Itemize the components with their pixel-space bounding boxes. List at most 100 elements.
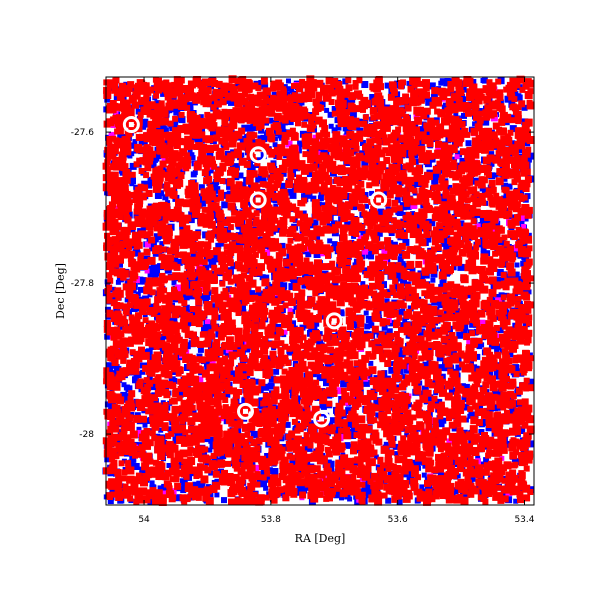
scatter-point xyxy=(514,201,521,208)
scatter-point xyxy=(463,333,471,341)
scatter-point xyxy=(333,484,341,492)
scatter-point xyxy=(362,81,368,87)
scatter-point xyxy=(126,466,135,475)
scatter-point xyxy=(300,213,308,222)
scatter-point xyxy=(343,431,352,440)
scatter-point xyxy=(102,183,111,192)
scatter-point xyxy=(158,427,164,433)
scatter-point xyxy=(511,179,518,186)
scatter-point xyxy=(147,176,153,182)
scatter-point xyxy=(347,323,354,330)
scatter-point xyxy=(491,141,499,149)
scatter-point xyxy=(526,378,534,386)
scatter-point xyxy=(104,96,111,103)
scatter-point xyxy=(205,319,210,325)
scatter-point xyxy=(472,121,478,127)
scatter-point xyxy=(320,403,327,410)
scatter-point xyxy=(472,487,480,495)
scatter-point xyxy=(375,412,382,419)
scatter-point xyxy=(189,306,196,312)
scatter-point xyxy=(498,99,504,105)
scatter-point xyxy=(136,426,142,432)
scatter-point xyxy=(201,324,208,332)
scatter-point xyxy=(276,103,284,111)
scatter-point xyxy=(272,142,278,148)
scatter-point xyxy=(144,268,150,274)
scatter-point xyxy=(481,187,489,195)
scatter-point xyxy=(431,177,439,185)
scatter-point xyxy=(185,321,191,327)
scatter-point xyxy=(289,349,296,356)
scatter-point xyxy=(523,494,531,502)
scatter-point xyxy=(315,235,321,241)
scatter-point xyxy=(132,139,138,145)
scatter-point xyxy=(236,327,243,334)
scatter-point xyxy=(307,156,315,164)
scatter-point xyxy=(385,377,392,384)
scatter-point xyxy=(213,187,220,194)
scatter-point xyxy=(213,196,220,203)
scatter-point xyxy=(403,222,410,229)
scatter-point xyxy=(134,250,141,257)
scatter-point xyxy=(301,91,308,98)
scatter-point xyxy=(505,313,511,319)
scatter-point xyxy=(142,495,151,504)
scatter-point xyxy=(512,400,520,408)
scatter-point xyxy=(482,331,490,340)
scatter-point xyxy=(331,127,338,134)
scatter-point xyxy=(474,353,481,360)
scatter-point xyxy=(296,395,302,401)
scatter-point xyxy=(143,132,149,139)
scatter-point xyxy=(329,417,336,424)
scatter-series-2 xyxy=(102,75,535,506)
scatter-point xyxy=(494,351,502,359)
scatter-point xyxy=(490,215,499,224)
scatter-point xyxy=(215,348,224,356)
scatter-point xyxy=(137,321,145,329)
scatter-point xyxy=(147,335,155,343)
scatter-point xyxy=(177,385,184,392)
scatter-point xyxy=(423,107,431,115)
scatter-point xyxy=(430,486,436,492)
scatter-point xyxy=(349,465,358,474)
scatter-point xyxy=(509,407,517,415)
scatter-point xyxy=(271,287,280,295)
scatter-point xyxy=(251,132,258,139)
scatter-point xyxy=(106,429,114,437)
scatter-point xyxy=(277,131,285,139)
scatter-point xyxy=(211,212,218,219)
scatter-point xyxy=(430,277,436,283)
scatter-point xyxy=(255,290,263,298)
scatter-point xyxy=(331,275,340,284)
scatter-point xyxy=(514,262,520,268)
scatter-point xyxy=(426,100,432,106)
scatter-point xyxy=(311,405,320,414)
scatter-point xyxy=(302,445,309,451)
scatter-point xyxy=(172,248,179,254)
scatter-point xyxy=(228,139,237,148)
scatter-point xyxy=(329,160,337,168)
scatter-point xyxy=(263,274,270,281)
scatter-point xyxy=(461,323,469,331)
scatter-point xyxy=(438,284,444,290)
scatter-point xyxy=(375,135,381,141)
scatter-point xyxy=(289,457,297,465)
scatter-point xyxy=(445,497,452,504)
scatter-point xyxy=(448,421,456,429)
scatter-point xyxy=(384,298,390,304)
scatter-point xyxy=(325,459,332,466)
scatter-point xyxy=(464,197,471,204)
scatter-point xyxy=(439,388,447,397)
scatter-point xyxy=(422,79,430,88)
scatter-point xyxy=(255,286,262,293)
scatter-point xyxy=(483,347,492,356)
scatter-point xyxy=(293,304,299,310)
scatter-point xyxy=(293,471,300,478)
scatter-point xyxy=(251,345,259,354)
scatter-point xyxy=(344,98,350,104)
scatter-point xyxy=(461,396,468,403)
scatter-point xyxy=(395,190,403,198)
scatter-point xyxy=(513,498,519,504)
scatter-point xyxy=(255,205,263,213)
scatter-point xyxy=(526,289,532,295)
